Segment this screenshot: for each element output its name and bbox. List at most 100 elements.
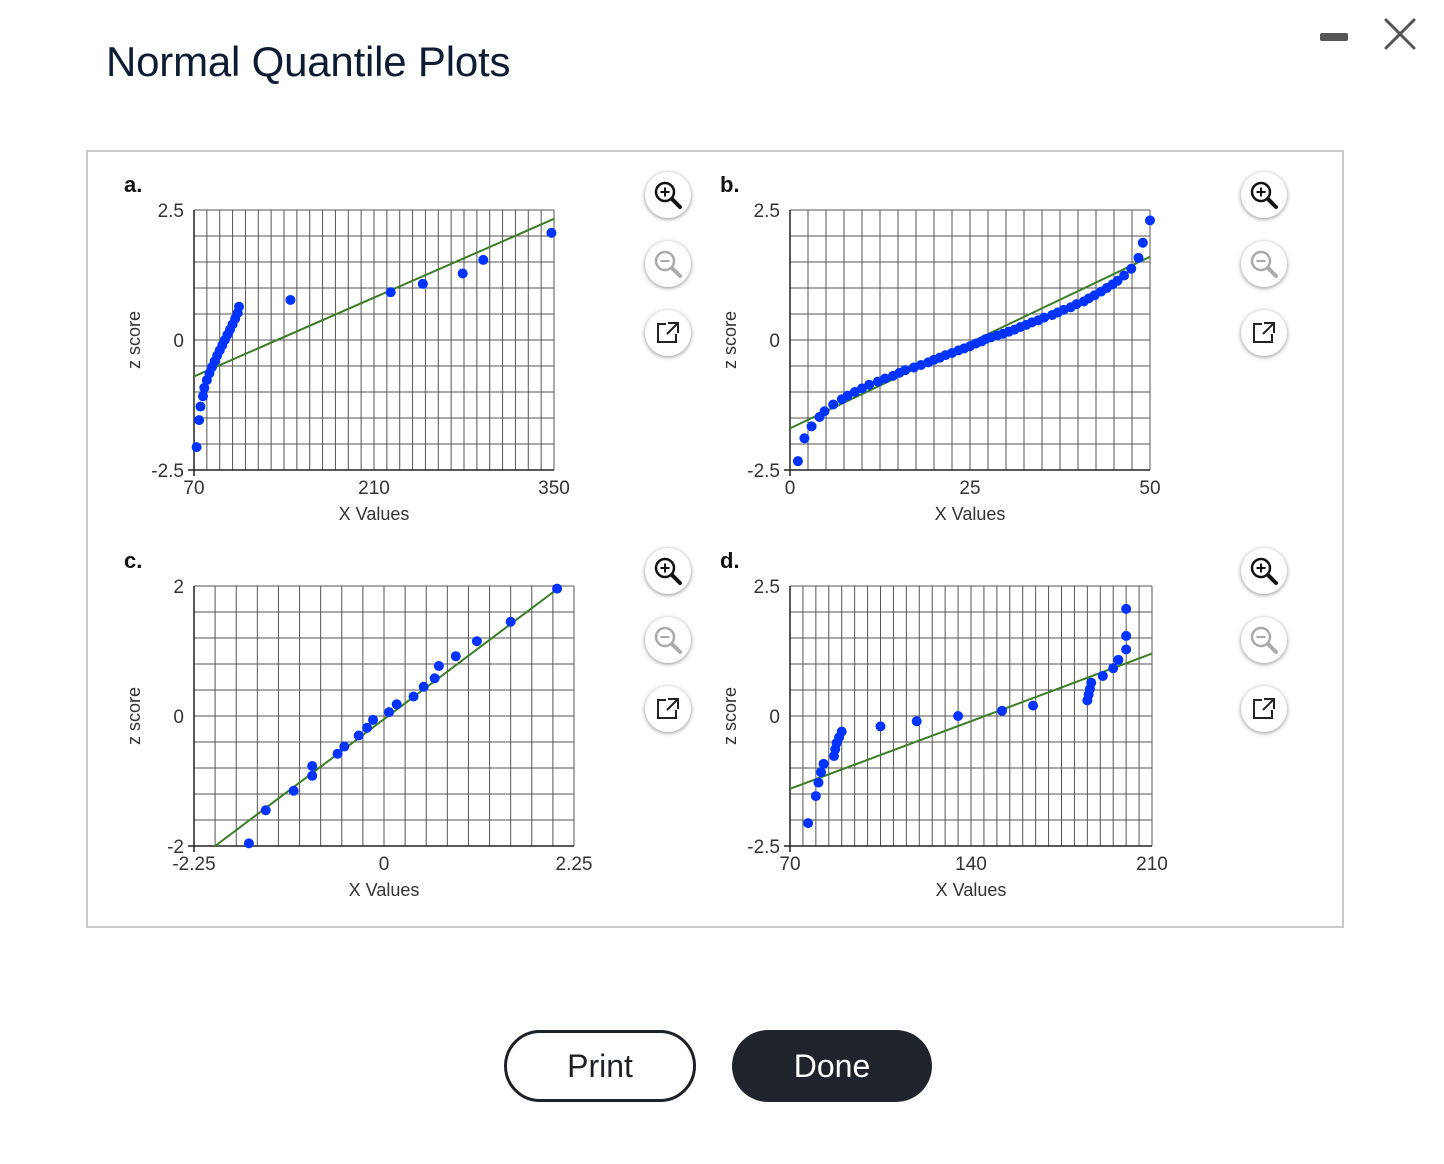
quantile-plot-a: 70 210 350 -2.5 0 2.5 X Values z score: [124, 201, 570, 524]
data-point: [307, 770, 318, 781]
data-point: [953, 711, 964, 721]
data-point: [819, 406, 830, 417]
quantile-plot-d: 70 140 210 -2.5 0 2.5 X Values z score: [720, 577, 1168, 900]
data-point: [1119, 270, 1130, 281]
y-axis-label: z score: [720, 687, 740, 745]
data-point: [836, 726, 847, 737]
y-axis-label: z score: [124, 311, 144, 369]
panel-label: a.: [124, 172, 143, 197]
data-point: [880, 373, 891, 384]
data-point: [900, 365, 911, 376]
y-axis-label: z score: [124, 687, 144, 745]
page-title: Normal Quantile Plots: [106, 38, 511, 85]
y-tick-label: 0: [769, 331, 780, 352]
data-point: [806, 421, 817, 432]
print-button[interactable]: Print: [504, 1030, 696, 1102]
zoom-in-icon: [1250, 181, 1278, 209]
zoom-out-icon: [1250, 250, 1278, 278]
data-point: [353, 730, 364, 741]
data-point: [457, 268, 468, 279]
data-point: [368, 714, 379, 725]
data-point: [792, 456, 803, 467]
data-point: [1039, 312, 1050, 323]
y-axis-label: z score: [720, 311, 740, 369]
zoom-out-button[interactable]: [645, 241, 691, 287]
x-tick-label: 0: [379, 854, 390, 875]
data-point: [234, 301, 244, 312]
data-point: [385, 287, 396, 298]
minimize-icon[interactable]: [1320, 33, 1348, 41]
data-point: [433, 660, 444, 671]
zoom-out-icon: [654, 250, 682, 278]
reference-line: [789, 652, 1153, 790]
data-point: [429, 673, 440, 684]
zoom-out-button[interactable]: [645, 617, 691, 663]
plot-panel-d: d. 70 140 210 -2.5 0 2.5 X Values z score: [684, 528, 1287, 904]
zoom-out-button[interactable]: [1241, 617, 1287, 663]
panel-label: b.: [720, 172, 740, 197]
x-tick-label: 140: [955, 854, 987, 875]
popout-button[interactable]: [645, 686, 691, 732]
data-point: [1137, 237, 1148, 248]
close-icon[interactable]: [1380, 14, 1420, 54]
y-tick-label: 0: [769, 707, 780, 728]
y-tick-label: 2.5: [754, 577, 780, 598]
zoom-in-button[interactable]: [645, 172, 691, 218]
y-tick-label: 0: [173, 331, 184, 352]
data-point: [191, 442, 202, 453]
x-tick-label: 210: [358, 478, 390, 499]
data-point: [1028, 700, 1039, 711]
x-axis-label: X Values: [935, 504, 1006, 524]
y-tick-label: -2.5: [747, 461, 780, 482]
data-point: [418, 681, 429, 692]
quantile-plot-c: -2.25 0 2.25 -2 0 2 X Values z score: [124, 577, 592, 900]
data-point: [810, 791, 821, 802]
popout-icon: [657, 698, 679, 719]
y-tick-label: 2.5: [158, 201, 184, 222]
data-point: [391, 699, 402, 710]
data-point: [828, 399, 839, 410]
popout-icon: [657, 322, 679, 343]
data-point: [307, 761, 318, 772]
y-tick-label: -2.5: [151, 461, 184, 482]
x-tick-label: 25: [959, 478, 980, 499]
data-point: [199, 382, 210, 393]
popout-button[interactable]: [1241, 686, 1287, 732]
data-point: [362, 722, 373, 733]
zoom-out-button[interactable]: [1241, 241, 1287, 287]
data-point: [285, 294, 296, 305]
zoom-in-icon: [654, 181, 682, 209]
x-tick-label: 210: [1136, 854, 1168, 875]
y-tick-label: -2: [167, 837, 184, 858]
plot-panel-a: a. 70 210 350 -2.5 0 2.5 X Values z score: [88, 152, 691, 528]
data-point: [478, 254, 489, 265]
done-button[interactable]: Done: [732, 1030, 932, 1102]
data-point: [288, 785, 299, 796]
data-point: [417, 278, 428, 289]
x-tick-label: 70: [779, 854, 800, 875]
popout-button[interactable]: [1241, 310, 1287, 356]
zoom-in-icon: [1250, 557, 1278, 585]
panel-label: d.: [720, 548, 740, 573]
x-axis-label: X Values: [349, 880, 420, 900]
x-tick-label: 70: [183, 478, 204, 499]
data-point: [803, 818, 814, 829]
zoom-in-button[interactable]: [1241, 548, 1287, 594]
y-tick-label: 0: [173, 707, 184, 728]
zoom-in-button[interactable]: [1241, 172, 1287, 218]
zoom-in-button[interactable]: [645, 548, 691, 594]
data-point: [1113, 654, 1124, 665]
popout-button[interactable]: [645, 310, 691, 356]
data-point: [875, 721, 886, 732]
popout-icon: [1253, 698, 1275, 719]
data-point: [450, 651, 461, 662]
data-point: [339, 741, 350, 752]
data-point: [243, 838, 254, 849]
zoom-out-icon: [1250, 626, 1278, 654]
popout-icon: [1253, 322, 1275, 343]
data-point: [1121, 630, 1132, 641]
data-point: [408, 691, 419, 702]
data-point: [1126, 263, 1137, 274]
data-point: [799, 433, 810, 444]
